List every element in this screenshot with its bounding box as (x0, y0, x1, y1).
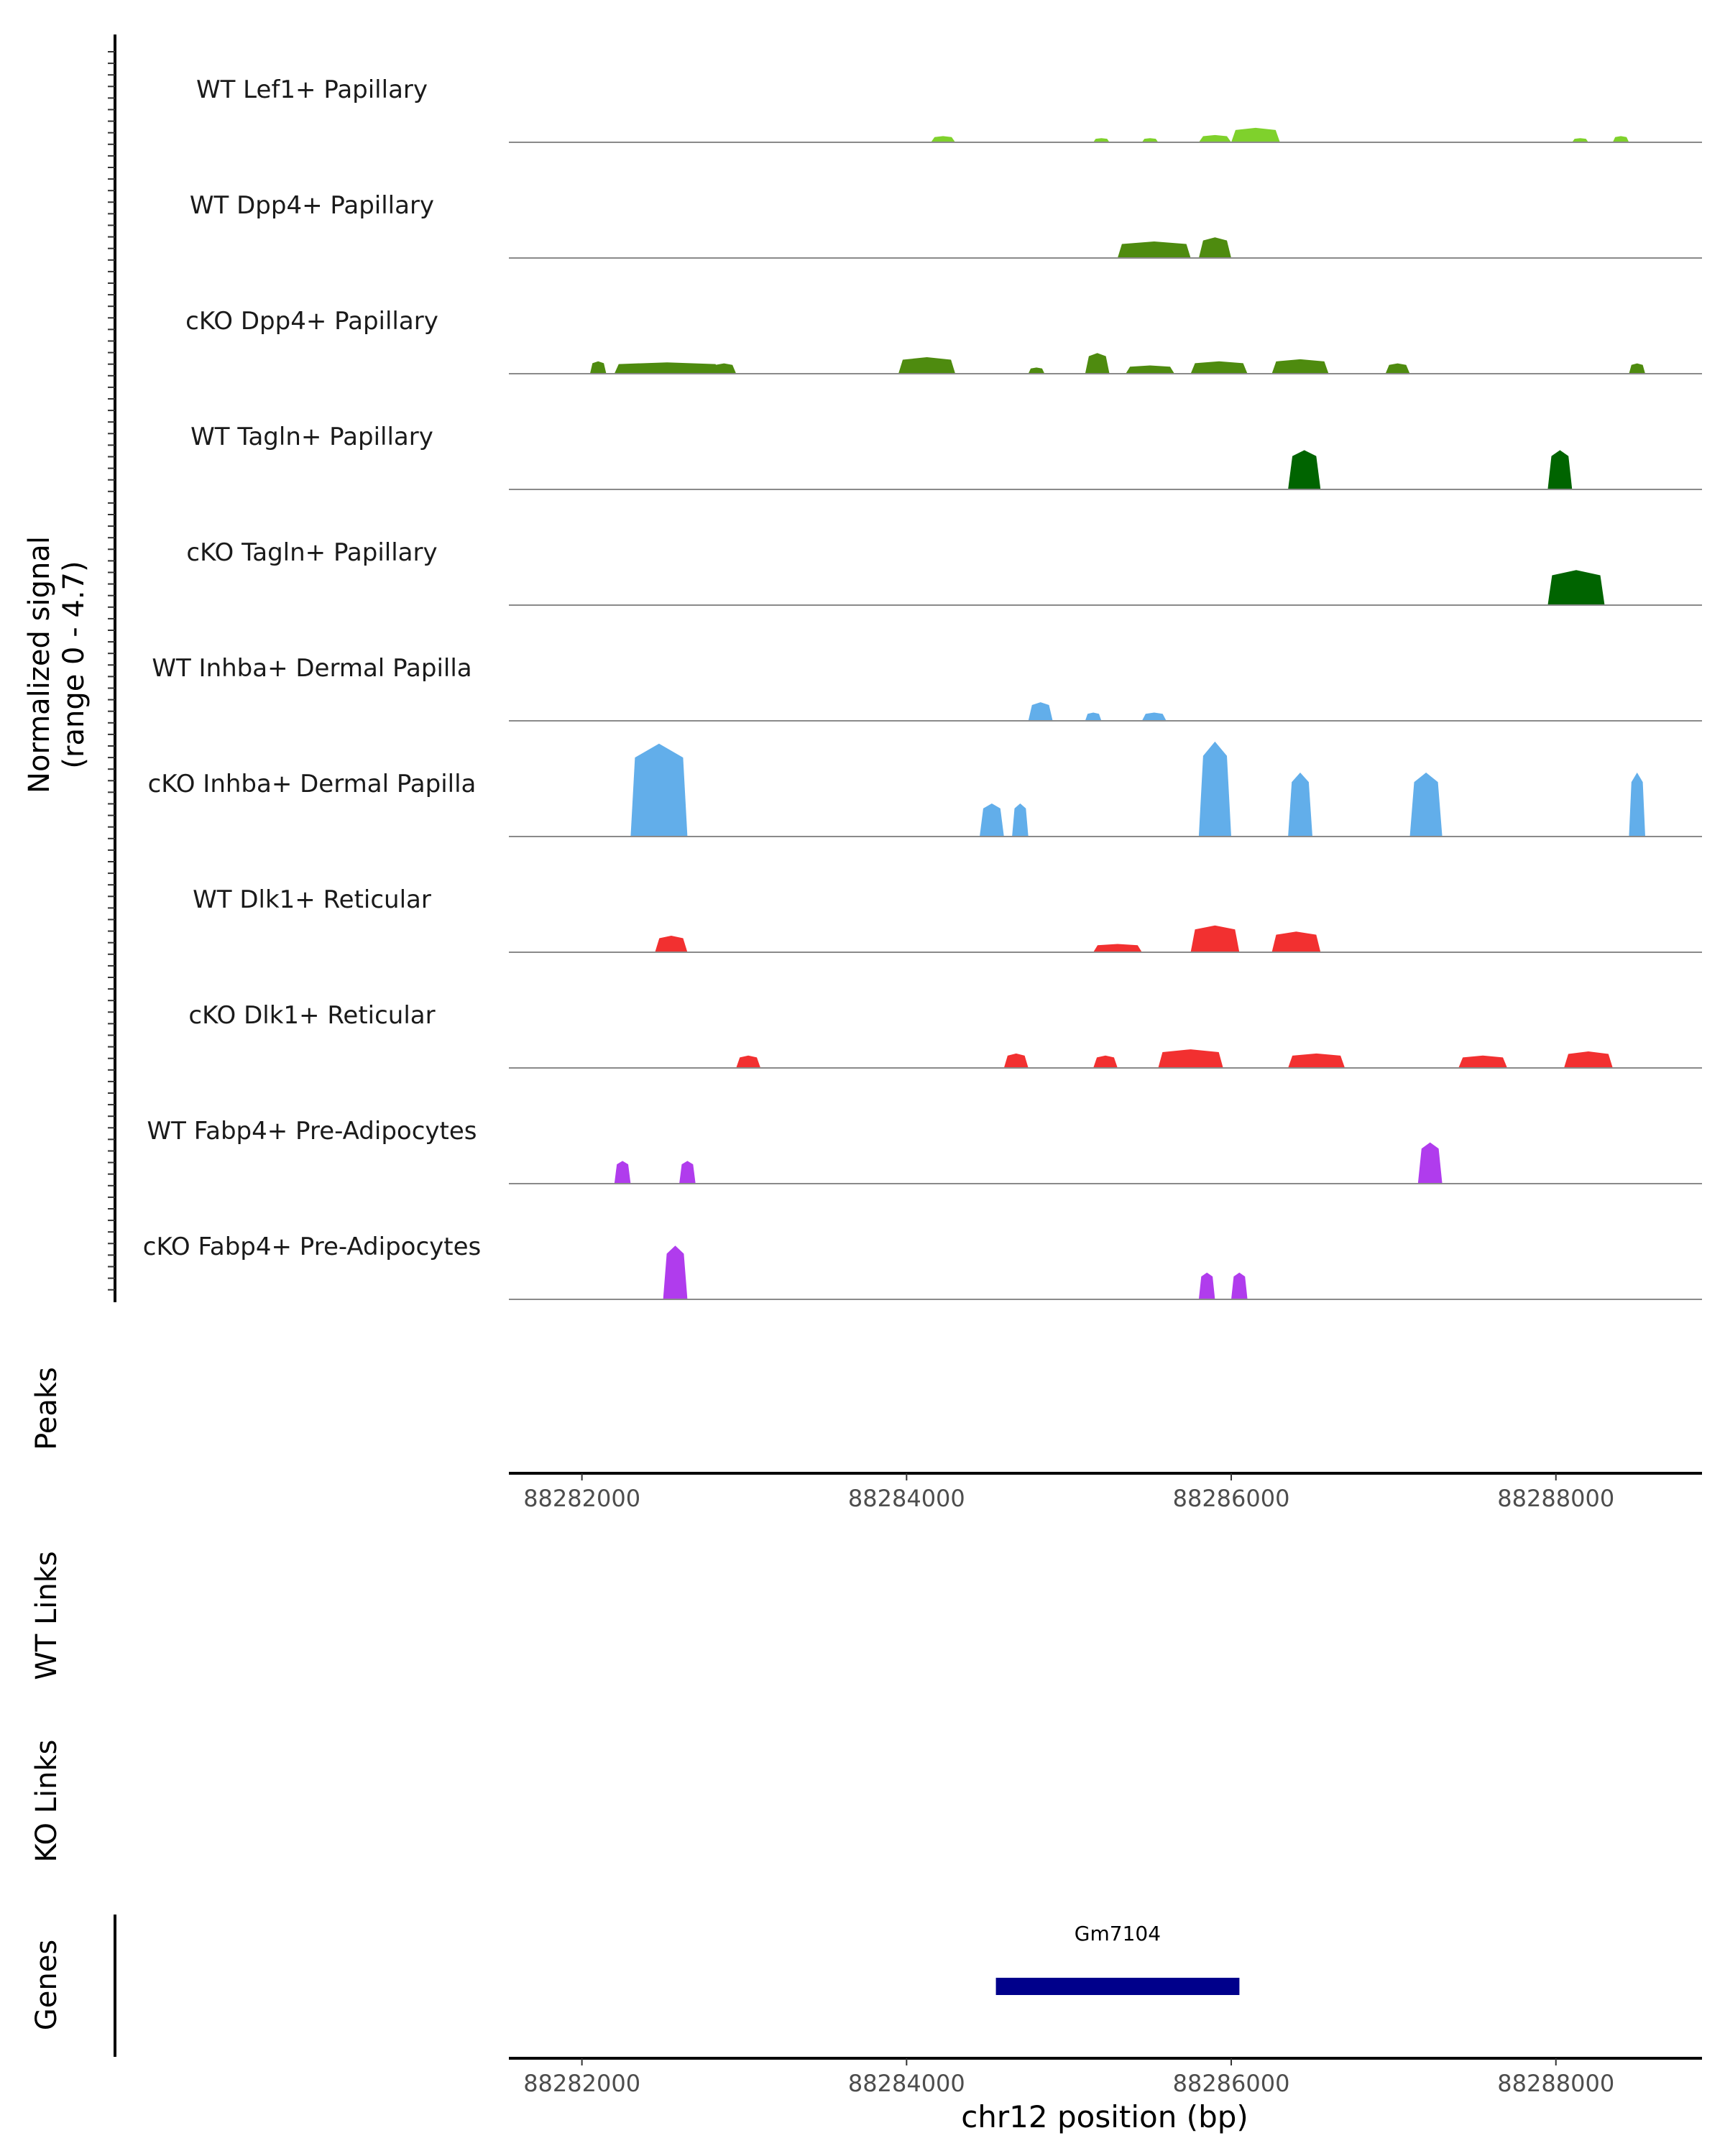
signal-peak (614, 1161, 631, 1184)
track-label: cKO Dpp4+ Papillary (185, 307, 438, 336)
coverage-tracks: WT Lef1+ Papillary WT Dpp4+ Papillary cKO … (143, 75, 1702, 1300)
signal-peak (1141, 138, 1159, 142)
track-5: cKO Tagln+ Papillary (186, 538, 1702, 606)
signal-peak (614, 362, 720, 374)
x-tick-label: 88282000 (523, 1485, 640, 1512)
signal-peak (1612, 136, 1629, 142)
genes-track-label: Genes (30, 1940, 63, 2030)
signal-peak (1003, 1053, 1029, 1068)
track-label: WT Inhba+ Dermal Papilla (152, 654, 472, 683)
signal-peak (1198, 134, 1231, 142)
signal-peak (980, 803, 1004, 837)
track-label: WT Tagln+ Papillary (190, 423, 433, 451)
y-axis-title-line1: Normalized signal (23, 536, 56, 793)
signal-peak (1028, 702, 1053, 721)
track-10: WT Fabp4+ Pre-Adipocytes (147, 1117, 1702, 1184)
signal-peak (1572, 138, 1588, 142)
signal-peak (1288, 450, 1321, 489)
signal-peak (1409, 773, 1443, 837)
track-8: WT Dlk1+ Reticular (193, 885, 1702, 953)
track-label: cKO Tagln+ Papillary (186, 538, 437, 567)
x-tick-label: 88286000 (1173, 1485, 1290, 1512)
signal-peak (589, 361, 607, 374)
gene-name: Gm7104 (1075, 1922, 1161, 1945)
track-1: WT Lef1+ Papillary (196, 75, 1702, 143)
genes-x-ticks: 88282000 88284000 88286000 88288000 (523, 2058, 1614, 2097)
track-11: cKO Fabp4+ Pre-Adipocytes (143, 1233, 1702, 1300)
signal-peak (1093, 1055, 1118, 1068)
genes-track: Gm7104 (995, 1922, 1240, 1995)
track-label: cKO Fabp4+ Pre-Adipocytes (143, 1233, 482, 1261)
signal-peak (1288, 773, 1312, 837)
signal-peak (1198, 1272, 1215, 1299)
wt-links-label: WT Links (30, 1551, 63, 1680)
signal-peak (1417, 1142, 1443, 1184)
signal-peak (1093, 138, 1110, 142)
signal-peak (1085, 712, 1102, 721)
track-label: WT Fabp4+ Pre-Adipocytes (147, 1117, 477, 1146)
signal-peak (1288, 1053, 1346, 1068)
signal-peak (1564, 1051, 1613, 1068)
x-tick-label: 88288000 (1497, 2070, 1614, 2097)
gene-body (995, 1978, 1240, 1995)
signal-peak (931, 136, 956, 142)
track-label: WT Dlk1+ Reticular (193, 885, 431, 914)
peaks-x-ticks: 88282000 88284000 88286000 88288000 (523, 1473, 1614, 1512)
signal-peak (1028, 367, 1045, 374)
signal-peak (630, 743, 688, 837)
track-7: cKO Inhba+ Dermal Papilla (148, 741, 1702, 837)
x-tick-label: 88282000 (523, 2070, 640, 2097)
signal-peak (1385, 363, 1410, 374)
x-tick-label: 88284000 (848, 2070, 965, 2097)
signal-peak (1141, 712, 1167, 721)
signal-peak (1158, 1049, 1223, 1068)
signal-peak (1271, 359, 1329, 374)
x-axis-title: chr12 position (bp) (961, 2099, 1248, 2134)
signal-peak (679, 1161, 696, 1184)
signal-peak (1547, 570, 1605, 605)
signal-peak (1547, 450, 1573, 489)
signal-peak (1271, 931, 1321, 952)
signal-peak (1231, 127, 1280, 142)
track-label: cKO Inhba+ Dermal Papilla (148, 770, 477, 798)
signal-peak (898, 357, 956, 374)
signal-peak (1458, 1055, 1507, 1068)
signal-peak (663, 1245, 688, 1299)
peaks-track-label: Peaks (30, 1367, 63, 1450)
signal-peak (1085, 353, 1110, 374)
x-tick-label: 88284000 (848, 1485, 965, 1512)
coverage-y-ticks (108, 51, 115, 1291)
signal-peak (1012, 803, 1029, 837)
track-3: cKO Dpp4+ Papillary (185, 307, 1702, 374)
track-2: WT Dpp4+ Papillary (190, 191, 1702, 259)
y-axis-title-line2: (range 0 - 4.7) (58, 561, 91, 768)
signal-peak (1093, 944, 1142, 952)
signal-peak (1126, 365, 1174, 374)
signal-peak (1629, 363, 1645, 374)
signal-peak (1198, 741, 1231, 837)
signal-peak (736, 1055, 761, 1068)
track-9: cKO Dlk1+ Reticular (188, 1001, 1702, 1069)
signal-peak (1117, 241, 1191, 258)
track-label: WT Dpp4+ Papillary (190, 191, 434, 220)
signal-peak (1190, 925, 1240, 952)
x-tick-label: 88286000 (1173, 2070, 1290, 2097)
track-4: WT Tagln+ Papillary (190, 423, 1702, 490)
signal-peak (1629, 773, 1645, 837)
ko-links-label: KO Links (30, 1740, 63, 1863)
signal-peak (1190, 361, 1248, 374)
track-6: WT Inhba+ Dermal Papilla (152, 654, 1702, 722)
signal-peak (712, 363, 737, 374)
x-tick-label: 88288000 (1497, 1485, 1614, 1512)
track-label: cKO Dlk1+ Reticular (188, 1001, 435, 1030)
signal-peak (1231, 1272, 1248, 1299)
track-label: WT Lef1+ Papillary (196, 75, 428, 104)
signal-peak (1198, 237, 1231, 258)
signal-peak (655, 936, 688, 952)
